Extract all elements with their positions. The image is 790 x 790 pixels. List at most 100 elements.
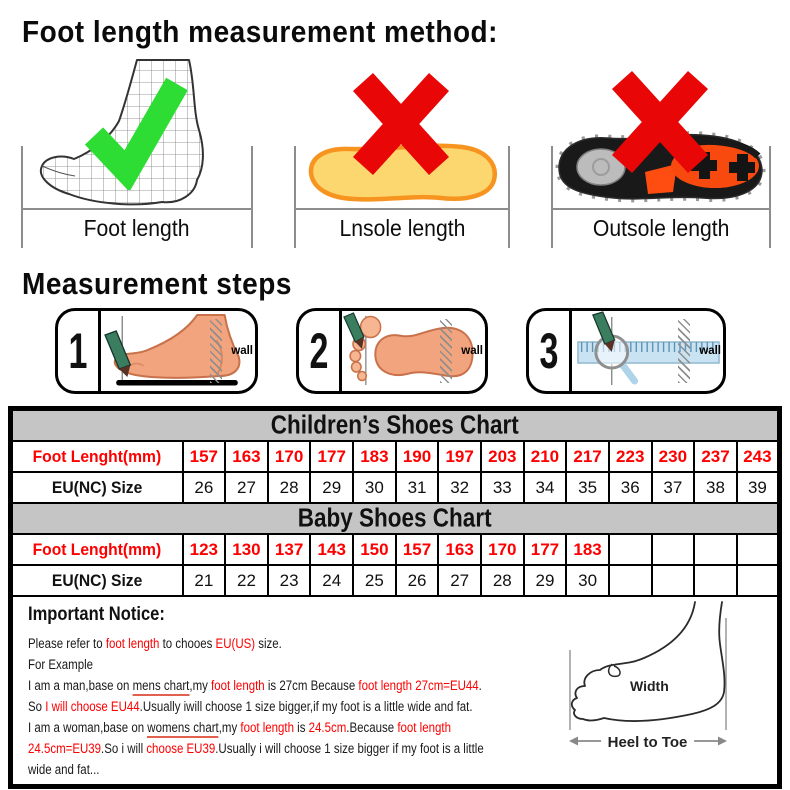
wall-hatch-icon — [440, 319, 452, 383]
children-foot-length-row: Foot Lenght(mm) 157 163 170 177 183 190 197 203… — [9, 440, 781, 473]
chart-cell: 28 — [266, 471, 312, 504]
row-label: Foot Lenght(mm) — [9, 533, 184, 566]
notice-text: I am a woman,base on — [28, 720, 148, 735]
chart-cell: 143 — [309, 533, 355, 566]
chart-cell: 32 — [437, 471, 482, 504]
chart-cell: 35 — [565, 471, 610, 504]
notice-highlight: foot length 27cm=EU44 — [358, 678, 479, 693]
chart-cell: 203 — [479, 440, 525, 473]
notice-highlight: 24.5cm — [308, 720, 347, 735]
baby-chart-title: Baby Shoes Chart — [9, 502, 781, 535]
outsole-art — [546, 58, 776, 208]
step-2-art: wall — [342, 311, 485, 391]
wall-label: wall — [699, 345, 721, 357]
chart-cell: 24 — [309, 564, 355, 597]
step-2-box: 2 wall — [296, 308, 488, 394]
row-label: EU(NC) Size — [9, 471, 184, 504]
notice-text: size. — [255, 636, 282, 651]
tread-cross-icon — [690, 152, 755, 181]
notice-text: womens chart — [147, 720, 219, 738]
measure-line — [21, 146, 23, 248]
chart-cell: 23 — [266, 564, 312, 597]
steps-section-title: Measurement steps — [22, 267, 292, 301]
notice-title: Important Notice: — [28, 604, 165, 625]
chart-cell: 237 — [693, 440, 738, 473]
notice-text: ,my — [189, 678, 212, 693]
chart-cell: 177 — [309, 440, 355, 473]
chart-cell: 157 — [181, 440, 227, 473]
chart-cell: 217 — [565, 440, 610, 473]
pencil-icon — [104, 330, 132, 377]
chart-cell — [650, 533, 696, 566]
notice-highlight: foot length — [240, 720, 294, 735]
notice-highlight: EU(US) — [215, 636, 256, 651]
chart-cell: 130 — [224, 533, 269, 566]
chart-cell: 22 — [224, 564, 269, 597]
notice-text: .Usually iwill choose 1 size bigger,if m… — [139, 699, 473, 714]
notice-text: . — [478, 678, 482, 693]
children-size-row: EU(NC) Size 26 27 28 29 30 31 32 33 34 35 36 37 38 39 — [9, 471, 781, 504]
chart-cell — [735, 564, 781, 597]
chart-cell: 223 — [607, 440, 653, 473]
notice-highlight: 24.5cm=EU39 — [28, 741, 102, 756]
method-label: Outsole length — [592, 215, 730, 241]
step-1-box: 1 wall — [55, 308, 258, 394]
notice-text: .Usually i will choose 1 size bigger if … — [215, 741, 484, 756]
notice-highlight: foot length — [105, 636, 160, 651]
chart-cell: 170 — [266, 440, 312, 473]
chart-cell: 25 — [352, 564, 397, 597]
measure-line — [251, 146, 253, 248]
chart-cell — [693, 533, 738, 566]
chart-cell: 29 — [309, 471, 355, 504]
notice-highlight: I will choose EU44 — [45, 699, 140, 714]
foot-measure-diagram: Width Heel to Toe — [560, 600, 735, 752]
notice-text: wide and fat... — [28, 762, 100, 777]
method-label: Lnsole length — [339, 215, 465, 241]
chart-cell — [693, 564, 738, 597]
measure-line — [551, 146, 553, 248]
method-label: Foot length — [84, 215, 190, 241]
notice-text: Please refer to — [28, 636, 106, 651]
chart-cell: 243 — [735, 440, 781, 473]
baby-size-row: EU(NC) Size 21 22 23 24 25 26 27 28 29 30 — [9, 564, 781, 597]
heel-to-toe-label: Heel to Toe — [600, 734, 695, 751]
notice-text: So — [28, 699, 46, 714]
cross-icon — [352, 72, 450, 176]
chart-cell: 30 — [352, 471, 397, 504]
notice-line: 24.5cm=EU39.So i will choose EU39.Usuall… — [28, 738, 658, 759]
chart-cell: 38 — [693, 471, 738, 504]
notice-line: Please refer to foot length to chooes EU… — [28, 633, 658, 654]
chart-cell: 157 — [394, 533, 440, 566]
chart-cell: 170 — [479, 533, 525, 566]
chart-cell: 190 — [394, 440, 440, 473]
chart-cell: 137 — [266, 533, 312, 566]
measurement-steps-row: 1 wall 2 — [0, 306, 790, 394]
step-1-art: wall — [101, 311, 255, 391]
measure-line — [294, 146, 296, 248]
step-number: 3 — [529, 311, 572, 391]
baby-foot-length-row: Foot Lenght(mm) 123 130 137 143 150 157 163 170… — [9, 533, 781, 566]
row-label: EU(NC) Size — [9, 564, 184, 597]
chart-cell — [607, 564, 653, 597]
children-chart-title: Children’s Shoes Chart — [9, 407, 781, 442]
cross-icon — [611, 70, 709, 174]
chart-cell: 27 — [224, 471, 269, 504]
notice-text: is — [293, 720, 309, 735]
chart-cell: 197 — [437, 440, 482, 473]
chart-cell — [650, 564, 696, 597]
notice-line: I am a man,base on mens chart,my foot le… — [28, 675, 658, 696]
outsole-icon — [554, 131, 766, 203]
chart-cell: 210 — [522, 440, 568, 473]
notice-highlight: foot length — [397, 720, 451, 735]
step-number: 2 — [299, 311, 342, 391]
step-number: 1 — [58, 311, 101, 391]
step-3-box: 3 wall — [526, 308, 726, 394]
size-chart-table: Children’s Shoes Chart Foot Lenght(mm) 1… — [8, 406, 782, 789]
chart-cell: 163 — [437, 533, 482, 566]
children-chart-header: Children’s Shoes Chart — [9, 407, 781, 442]
notice-text: For Example — [28, 657, 94, 672]
measure-line — [508, 146, 510, 248]
row-label: Foot Lenght(mm) — [9, 440, 184, 473]
foot-outline-icon — [569, 601, 727, 746]
